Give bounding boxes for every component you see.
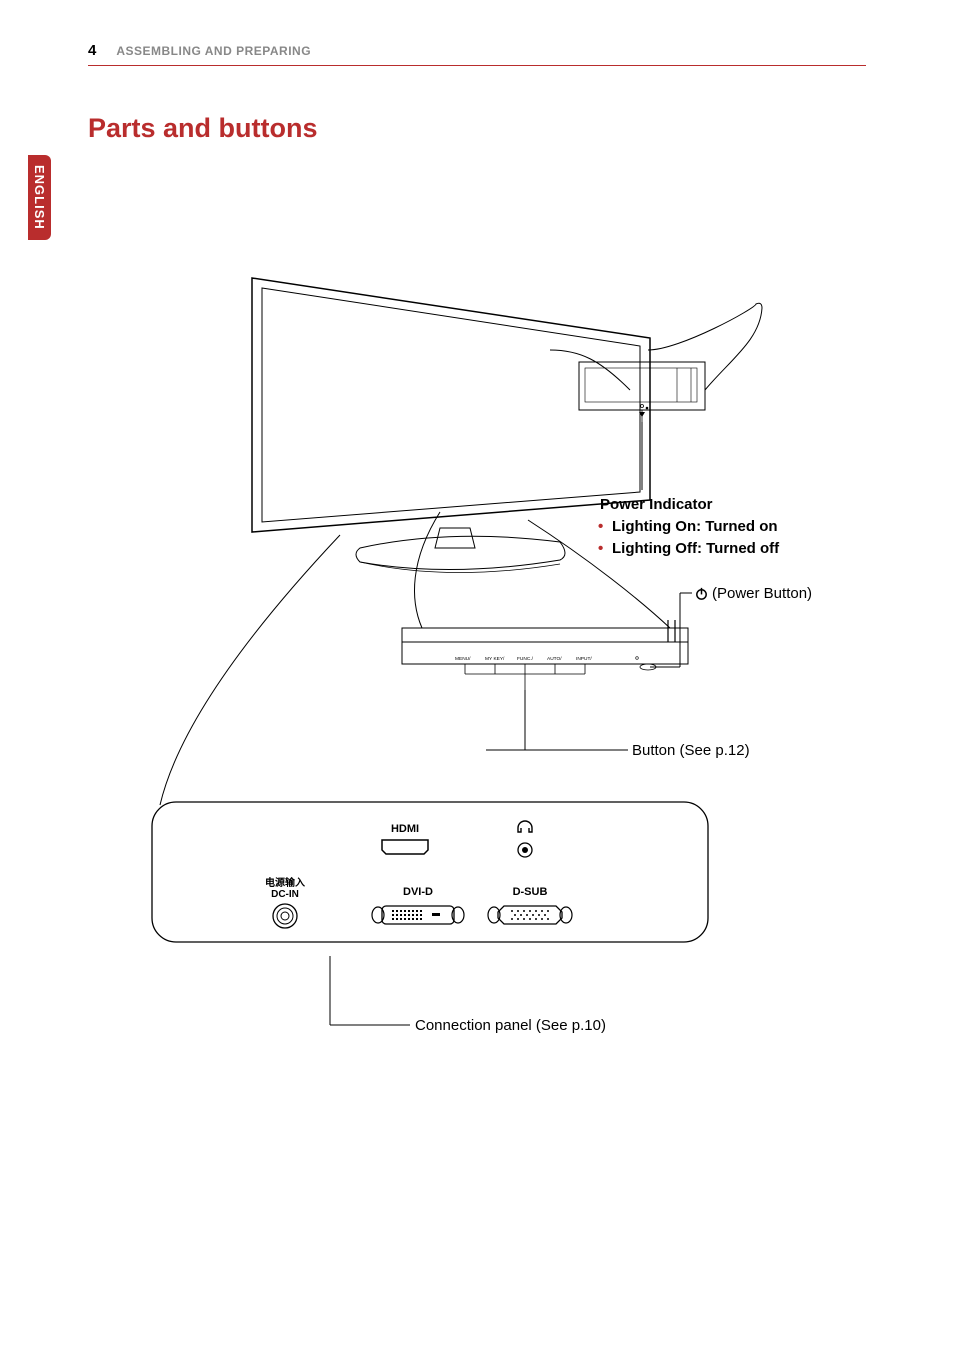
power-indicator-on: Lighting On: Turned on [612,516,779,538]
section-name: ASSEMBLING AND PREPARING [116,44,311,58]
diagram: MENU/ MY KEY/ FUNC./ AUTO/ INPUT/ HDMI 电… [140,260,860,1060]
callout-power-button: (Power Button) [694,585,812,602]
callout-power-indicator: Power Indicator Lighting On: Turned on L… [600,494,779,559]
svg-text:INPUT/: INPUT/ [576,656,592,662]
svg-text:AUTO/: AUTO/ [547,656,562,662]
zoom-corner [577,360,707,422]
dcin-label: DC-IN [271,889,299,900]
connection-panel: HDMI 电源输入 DC-IN DVI-D D-SUB [150,800,710,960]
dsub-label: D-SUB [513,886,548,898]
power-indicator-off: Lighting Off: Turned off [612,538,779,560]
page-header: 4 ASSEMBLING AND PREPARING [88,42,866,66]
power-indicator-heading: Power Indicator [600,494,779,516]
power-button-label: (Power Button) [712,585,812,602]
dcin-cn-label: 电源输入 [265,876,305,889]
hdmi-label: HDMI [391,823,419,835]
callout-connection-panel: Connection panel (See p.10) [415,1017,606,1034]
headphone-icon [518,821,532,832]
page-title: Parts and buttons [88,113,318,144]
svg-text:MENU/: MENU/ [455,656,471,662]
language-tab: ENGLISH [28,155,51,240]
power-icon [694,586,709,601]
dvid-label: DVI-D [403,886,433,898]
callout-button-reference: Button (See p.12) [632,742,750,759]
zoom-button-strip: MENU/ MY KEY/ FUNC./ AUTO/ INPUT/ [400,618,690,703]
page-number: 4 [88,42,96,59]
svg-text:MY KEY/: MY KEY/ [485,656,505,662]
svg-text:FUNC./: FUNC./ [517,656,534,662]
